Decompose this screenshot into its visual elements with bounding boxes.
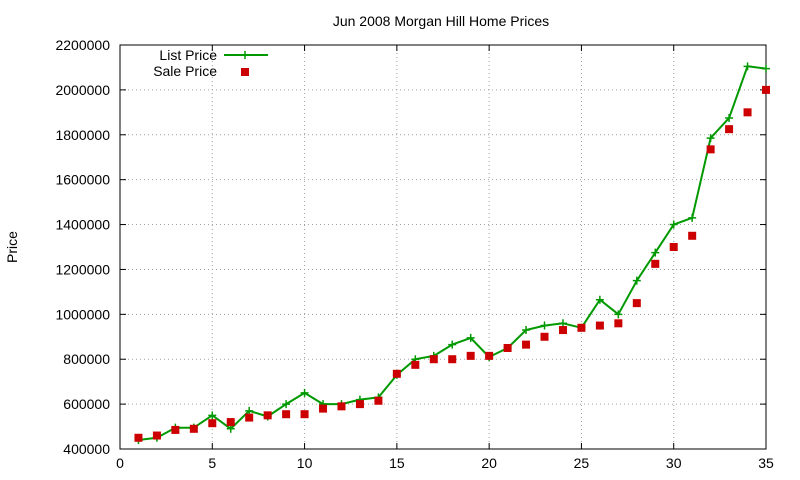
sale-price-point: [688, 231, 697, 240]
list-price-point: [245, 406, 254, 415]
list-price-point: [448, 340, 457, 349]
legend-marker-sale-price: [241, 68, 249, 76]
plot-area-frame: [119, 44, 767, 450]
x-tick-label: 20: [481, 455, 497, 471]
y-tick-label: 400000: [63, 441, 110, 457]
sale-price-point: [429, 355, 438, 364]
list-price-point: [282, 400, 291, 409]
y-tick-label: 2000000: [55, 82, 110, 98]
sale-price-point: [171, 425, 180, 434]
list-price-point: [725, 113, 734, 122]
chart-title: Jun 2008 Morgan Hill Home Prices: [333, 13, 549, 29]
y-tick-label: 1600000: [55, 172, 110, 188]
axis-ticks: 0 5 10 15 20 25 30 35 400000 600000 800000 1000000 1…: [55, 37, 774, 471]
sale-price-point: [522, 340, 531, 349]
list-price-point: [651, 248, 660, 257]
legend-label-sale-price: Sale Price: [153, 63, 217, 79]
sale-price-point: [282, 410, 291, 419]
sale-price-point: [337, 402, 346, 411]
y-tick-label: 1800000: [55, 127, 110, 143]
sale-price-point: [706, 145, 715, 154]
sale-price-point: [355, 400, 364, 409]
list-price-point: [762, 64, 770, 73]
list-price-point: [743, 62, 752, 71]
legend-marker-list-price: [241, 51, 249, 59]
sale-price-point: [448, 355, 457, 364]
list-price-point: [540, 321, 549, 330]
sale-price-point: [614, 319, 623, 328]
sale-price-point: [392, 369, 401, 378]
list-price-point: [300, 388, 309, 397]
sale-price-point: [152, 431, 161, 440]
sale-price-point: [762, 85, 770, 94]
y-tick-label: 600000: [63, 396, 110, 412]
sale-price-point: [245, 413, 254, 422]
sale-price-point: [503, 344, 512, 352]
x-tick-label: 0: [116, 455, 124, 471]
sale-price-point: [743, 108, 752, 117]
sale-price-point: [632, 299, 641, 308]
sale-price-point: [725, 125, 734, 134]
grid-lines: [120, 45, 766, 449]
list-price-point: [522, 326, 531, 335]
x-tick-label: 15: [389, 455, 405, 471]
sale-price-point: [669, 243, 678, 251]
y-tick-label: 2200000: [55, 37, 110, 53]
sale-price-point: [319, 404, 328, 413]
y-tick-label: 800000: [63, 351, 110, 367]
x-tick-label: 30: [666, 455, 682, 471]
y-tick-label: 1200000: [55, 261, 110, 277]
sale-price-point: [374, 396, 383, 405]
y-tick-label: 1400000: [55, 217, 110, 233]
list-price-point: [632, 276, 641, 285]
x-tick-label: 10: [297, 455, 313, 471]
list-price-point: [614, 310, 623, 319]
x-tick-label: 25: [574, 455, 590, 471]
list-price-point: [558, 319, 567, 328]
list-price-point: [226, 424, 235, 433]
sale-price-point: [595, 321, 604, 330]
sale-price-point: [300, 410, 309, 419]
list-price-point: [669, 220, 678, 229]
sale-price-point: [485, 351, 494, 360]
y-tick-label: 1000000: [55, 306, 110, 322]
legend-label-list-price: List Price: [159, 47, 217, 63]
list-price-point: [688, 213, 697, 222]
sale-price-point: [189, 424, 198, 433]
list-price-point: [595, 295, 604, 304]
y-axis-label: Price: [4, 231, 20, 263]
sale-price-point: [263, 411, 272, 420]
list-price-line: [138, 65, 767, 441]
sale-price-point: [226, 418, 235, 427]
x-tick-label: 35: [758, 455, 774, 471]
sale-price-point: [134, 433, 143, 442]
sale-price-point: [208, 419, 217, 428]
sale-price-point: [466, 351, 475, 360]
legend: List Price Sale Price: [153, 47, 268, 79]
list-price-point: [208, 411, 217, 420]
list-price-point: [466, 333, 475, 342]
sale-price-point: [540, 332, 549, 341]
sale-price-point: [651, 259, 660, 268]
x-tick-label: 5: [208, 455, 216, 471]
list-price-point: [706, 134, 715, 143]
sale-price-point: [411, 360, 420, 369]
list-price-series: [134, 62, 770, 445]
sale-price-point: [558, 326, 567, 335]
sale-price-point: [577, 323, 586, 332]
sale-price-series: [134, 85, 770, 442]
